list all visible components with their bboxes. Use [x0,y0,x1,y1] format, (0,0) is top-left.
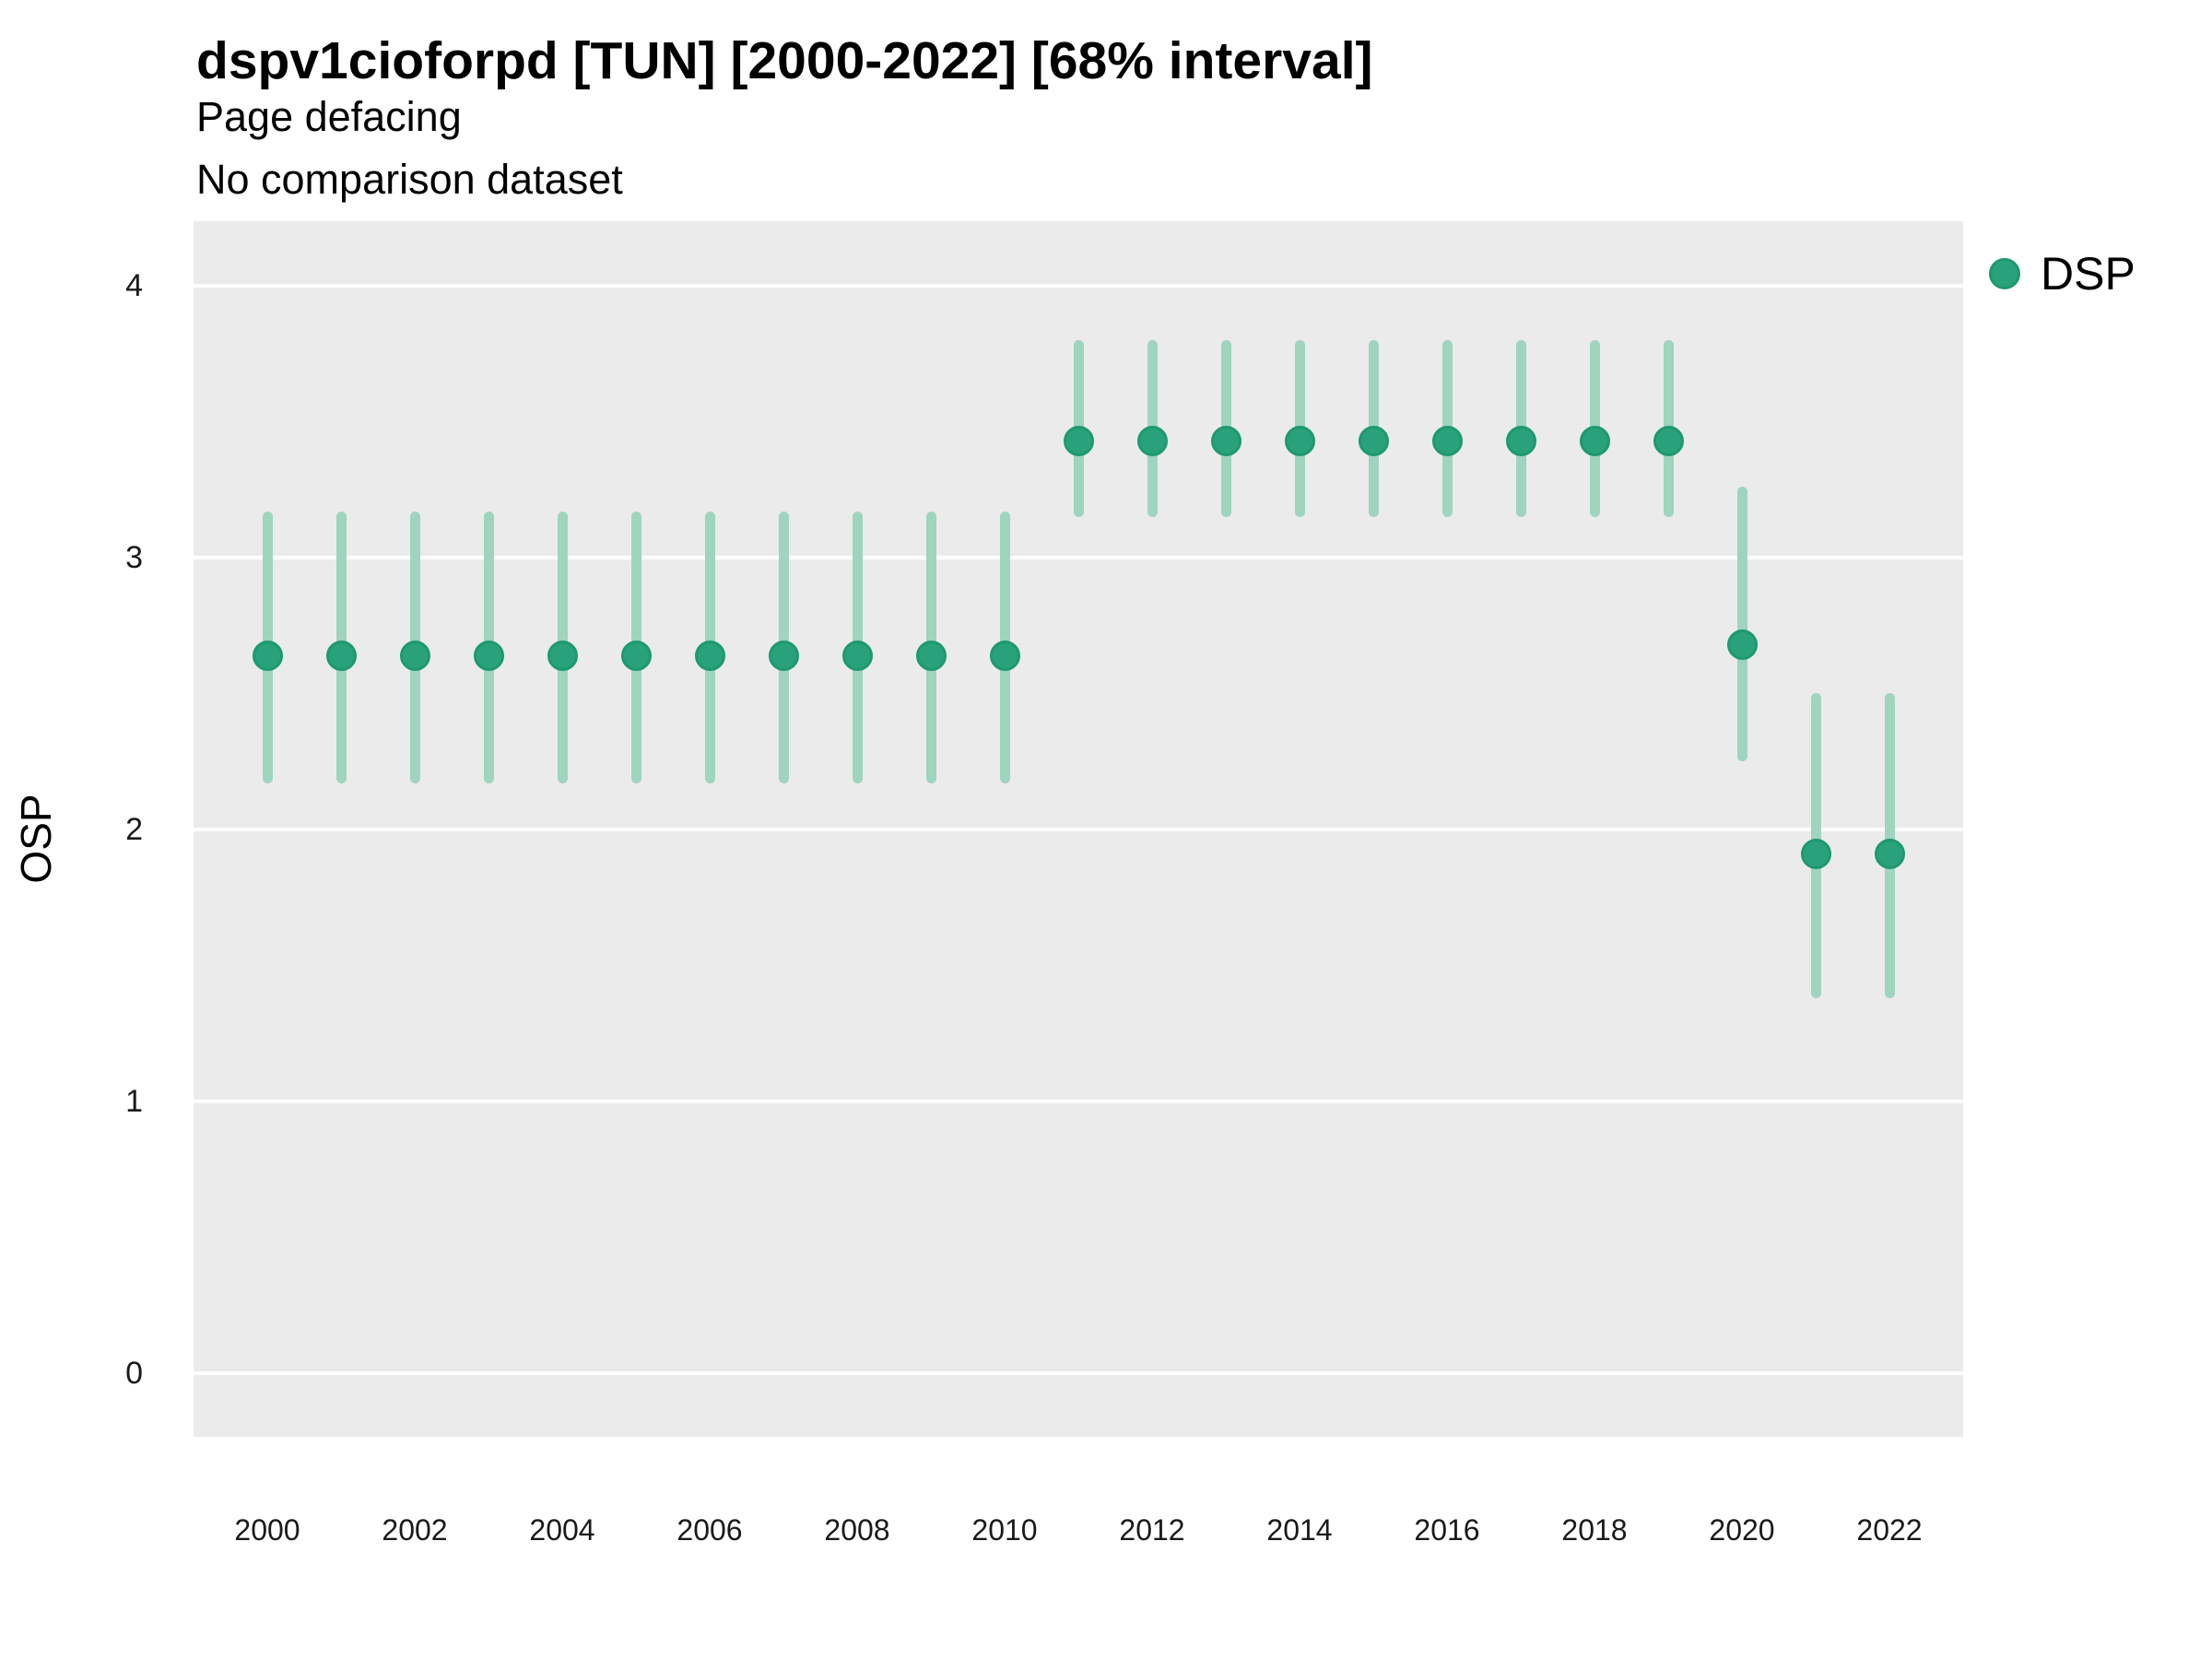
chart-note: No comparison dataset [196,156,623,203]
data-point-dot [694,640,725,671]
chart-subtitle: Page defacing [196,93,462,140]
y-tick-label: 2 [125,811,143,847]
data-point-dot [1800,838,1831,869]
x-tick-label: 2016 [1414,1513,1480,1547]
data-point-dot [989,640,1020,671]
x-tick-label: 2018 [1561,1513,1628,1547]
y-tick-label: 3 [125,539,143,575]
interval-line [1736,487,1747,762]
data-point-dot [399,640,430,671]
data-point-dot [325,640,357,671]
data-point-dot [473,640,504,671]
data-point-dot [1210,425,1241,456]
data-point-dot [1284,425,1315,456]
x-tick-label: 2010 [971,1513,1038,1547]
x-tick-label: 2004 [529,1513,595,1547]
data-point-dot [1358,425,1389,456]
data-point-dot [1579,425,1610,456]
x-tick-label: 2014 [1266,1513,1333,1547]
x-tick-label: 2000 [234,1513,300,1547]
legend-label: DSP [2041,248,2136,300]
y-gridline [194,1099,1963,1103]
y-gridline [194,283,1963,288]
data-point-dot [841,640,873,671]
data-point-dot [1653,425,1684,456]
x-tick-label: 2022 [1856,1513,1923,1547]
data-point-dot [1726,629,1758,660]
data-point-dot [1136,425,1168,456]
y-tick-label: 0 [125,1355,143,1391]
x-tick-label: 2006 [677,1513,743,1547]
y-gridline [194,555,1963,559]
data-point-dot [1505,425,1536,456]
data-point-dot [1874,838,1905,869]
x-tick-label: 2012 [1119,1513,1185,1547]
x-tick-label: 2020 [1709,1513,1775,1547]
data-point-dot [547,640,578,671]
data-point-dot [620,640,652,671]
data-point-dot [1431,425,1463,456]
data-point-dot [1063,425,1094,456]
data-point-dot [915,640,947,671]
legend: DSP [1989,251,2136,297]
y-tick-label: 1 [125,1083,143,1119]
legend-marker-dot-icon [1989,258,2020,289]
chart-title: dspv1cioforpd [TUN] [2000-2022] [68% int… [196,31,1373,90]
x-tick-label: 2002 [382,1513,448,1547]
y-gridline [194,1371,1963,1375]
data-point-dot [768,640,799,671]
x-tick-label: 2008 [824,1513,890,1547]
y-gridline [194,827,1963,831]
data-point-dot [252,640,283,671]
y-tick-label: 4 [125,267,143,303]
